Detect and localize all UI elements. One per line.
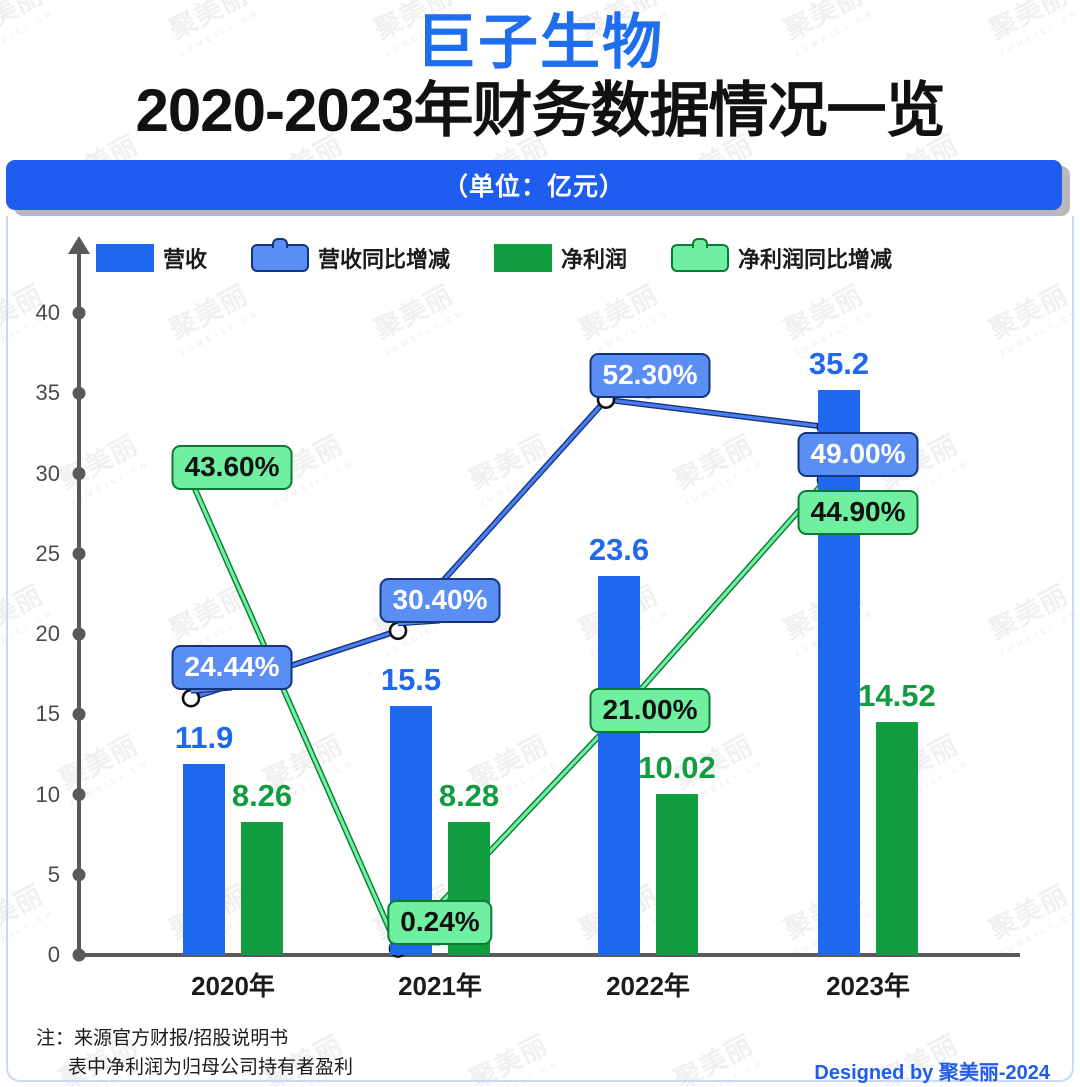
legend-swatch-callout-icon (251, 244, 310, 272)
legend-label: 营收 (163, 247, 208, 272)
unit-banner: （单位：亿元） (6, 160, 1062, 210)
legend-swatch-bar-icon (494, 244, 553, 272)
brand-title: 巨子生物 (416, 9, 664, 76)
chart-card (6, 216, 1074, 1082)
legend-item-revenue-growth[interactable]: 营收同比增减 (251, 242, 450, 274)
source-note-line-2: 表中净利润为归母公司持有者盈利 (68, 1057, 354, 1078)
legend-label: 营收同比增减 (318, 247, 451, 272)
chart-legend: 营收 营收同比增减 净利润 净利润同比增减 (96, 238, 1056, 278)
source-note-line-1: 注：来源官方财报/招股说明书 (36, 1028, 289, 1049)
legend-item-net-profit[interactable]: 净利润 (494, 242, 627, 274)
legend-label: 净利润 (561, 247, 628, 272)
legend-swatch-callout-icon (671, 244, 730, 272)
page-title: 2020-2023年财务数据情况一览 (135, 77, 946, 144)
legend-item-revenue[interactable]: 营收 (96, 242, 207, 274)
source-note: 注：来源官方财报/招股说明书 表中净利润为归母公司持有者盈利 (36, 1024, 353, 1082)
legend-label: 净利润同比增减 (738, 247, 893, 272)
legend-item-net-profit-growth[interactable]: 净利润同比增减 (671, 242, 892, 274)
design-credit: Designed by 聚美丽-2024 (814, 1062, 1050, 1084)
legend-swatch-bar-icon (96, 244, 154, 272)
